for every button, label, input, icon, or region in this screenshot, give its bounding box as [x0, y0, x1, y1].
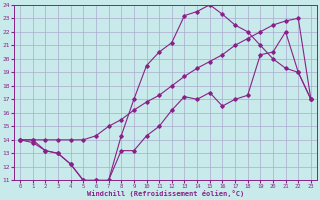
X-axis label: Windchill (Refroidissement éolien,°C): Windchill (Refroidissement éolien,°C)	[87, 190, 244, 197]
